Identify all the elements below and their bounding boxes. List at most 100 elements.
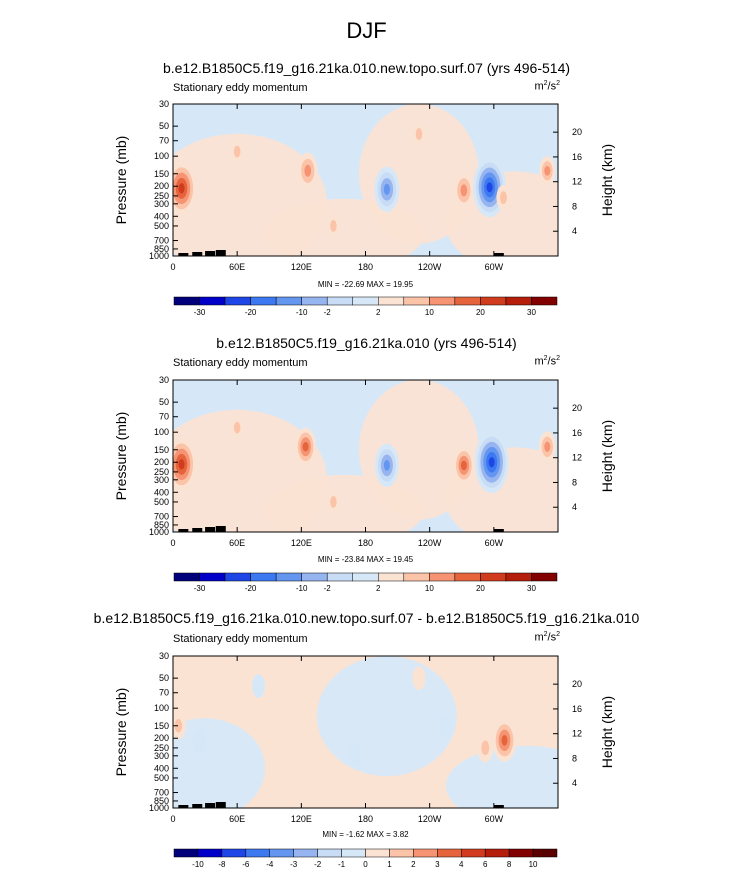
colorbar-swatch [437, 848, 462, 858]
x-tick-label: 60E [229, 538, 245, 548]
right-tick-label: 16 [572, 152, 582, 162]
y-tick-label: 50 [159, 121, 169, 131]
contour-feature [233, 145, 241, 158]
contour-feature [302, 442, 309, 452]
contour-feature [192, 729, 207, 755]
colorbar-label: -1 [338, 860, 346, 869]
colorbar-swatch [224, 572, 251, 582]
colorbar-label: -30 [194, 584, 206, 593]
colorbar-swatch [301, 572, 328, 582]
contour-feature [233, 421, 241, 434]
colorbar-label: -2 [324, 308, 332, 317]
panel-2-units: m2/s2 [534, 355, 560, 368]
y-tick-label: 300 [154, 199, 169, 209]
panel-1-title: b.e12.B1850C5.f19_g16.21ka.010.new.topo.… [162, 60, 571, 76]
y-axis-right-title: Height (km) [599, 696, 615, 768]
contour-feature [412, 666, 426, 690]
colorbar-swatch [199, 572, 226, 582]
contour-feature [488, 457, 495, 468]
colorbar-swatch [531, 572, 558, 582]
contour-feature [252, 674, 266, 698]
colorbar-swatch [301, 296, 328, 306]
colorbar-swatch [480, 296, 507, 306]
colorbar-label: -2 [324, 584, 332, 593]
x-tick-label: 120E [291, 538, 312, 548]
topography [493, 529, 504, 532]
y-tick-label: 200 [154, 181, 169, 191]
colorbar-swatch [461, 848, 486, 858]
y-tick-label: 850 [154, 244, 169, 254]
main-title: DJF [346, 18, 387, 43]
panel-3-chart: 0 60E 120E 180 120W 60W3050701001502002503004… [113, 651, 615, 869]
colorbar-swatch [245, 848, 270, 858]
contour-feature [415, 128, 423, 140]
x-tick-label: 120W [418, 538, 442, 548]
y-tick-label: 70 [159, 688, 169, 698]
y-tick-label: 850 [154, 520, 169, 530]
y-tick-label: 1000 [149, 251, 169, 261]
field [173, 656, 558, 808]
x-tick-label: 0 [170, 814, 175, 824]
contour-feature [174, 718, 183, 733]
colorbar-label: -10 [296, 308, 308, 317]
colorbar-label: -4 [266, 860, 274, 869]
colorbar-swatch [221, 848, 247, 858]
y-tick-label: 150 [154, 169, 169, 179]
contour-feature [486, 182, 493, 193]
panel-1-units: m2/s2 [534, 80, 560, 93]
colorbar-label: -10 [192, 860, 204, 869]
topography [192, 252, 203, 256]
y-tick-label: 200 [154, 457, 169, 467]
y-tick-label: 100 [154, 703, 169, 713]
contour-feature [460, 460, 467, 471]
colorbar-label: 20 [476, 308, 485, 317]
y-axis-right-title: Height (km) [599, 144, 615, 216]
contour-feature [544, 165, 551, 176]
y-tick-label: 250 [154, 743, 169, 753]
y-tick-label: 150 [154, 445, 169, 455]
contour-feature [383, 459, 390, 471]
right-tick-label: 20 [572, 127, 582, 137]
field-band [264, 198, 425, 256]
colorbar-swatch [480, 572, 507, 582]
colorbar-label: 30 [527, 308, 536, 317]
topography [178, 253, 189, 256]
x-tick-label: 60E [229, 814, 245, 824]
x-tick-label: 120W [418, 814, 442, 824]
contour-feature [501, 735, 508, 746]
colorbar-label: -10 [296, 584, 308, 593]
colorbar-swatch [275, 572, 302, 582]
colorbar-label: -3 [290, 860, 298, 869]
colorbar-swatch [365, 848, 390, 858]
y-tick-label: 30 [159, 651, 169, 661]
y-tick-label: 30 [159, 375, 169, 385]
right-tick-label: 12 [572, 177, 582, 187]
panel-3-minmax: MIN = -1.62 MAX = 3.82 [322, 830, 409, 839]
y-axis-right-title: Height (km) [599, 420, 615, 492]
field-band [445, 745, 558, 808]
colorbar-label: 10 [425, 308, 434, 317]
colorbar-swatch [403, 296, 430, 306]
contour-feature [294, 756, 308, 781]
colorbar-swatch [199, 296, 226, 306]
colorbar-swatch [173, 848, 199, 858]
y-tick-label: 250 [154, 467, 169, 477]
topography [493, 805, 504, 808]
colorbar-swatch [403, 572, 430, 582]
topography [215, 802, 226, 808]
colorbar-swatch [269, 848, 294, 858]
colorbar-label: -8 [218, 860, 226, 869]
contour-feature [304, 164, 312, 177]
contour-feature [439, 713, 453, 738]
contour-feature [348, 744, 362, 768]
y-tick-label: 700 [154, 512, 169, 522]
colorbar-swatch [505, 296, 532, 306]
y-axis-title: Pressure (mb) [113, 412, 129, 501]
x-tick-label: 60W [485, 538, 504, 548]
colorbar-label: 2 [376, 584, 381, 593]
colorbar-swatch [532, 848, 558, 858]
contour-feature [330, 496, 337, 508]
topography [215, 526, 226, 532]
colorbar-swatch [326, 572, 353, 582]
